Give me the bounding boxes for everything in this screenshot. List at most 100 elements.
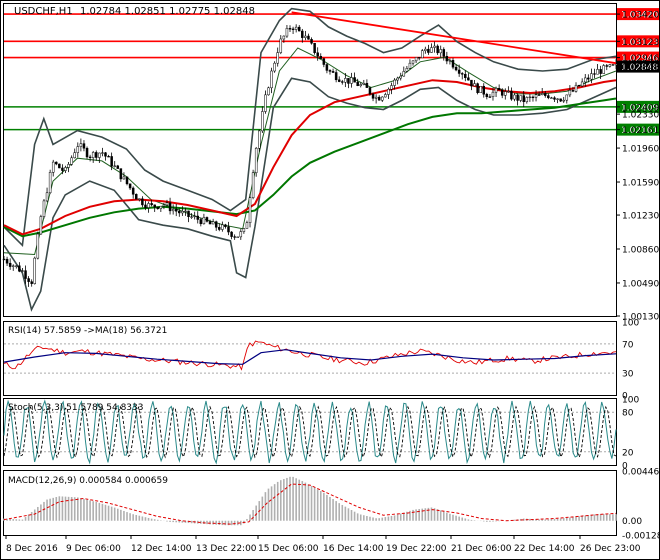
candle-body xyxy=(350,77,353,84)
candle-body xyxy=(270,70,273,89)
candle-body xyxy=(150,203,153,206)
macd-label: MACD(12,26,9) 0.000584 0.000659 xyxy=(8,476,168,486)
candle-body xyxy=(15,265,18,267)
candle-body xyxy=(36,233,40,259)
candle-body xyxy=(556,98,559,100)
macd-tick-label: 0.004468 xyxy=(622,468,660,478)
candle-body xyxy=(184,210,187,213)
candle-body xyxy=(599,69,602,74)
candle-body xyxy=(279,38,283,53)
candle-body xyxy=(297,26,301,32)
candle-body xyxy=(122,176,126,180)
candle-body xyxy=(67,164,70,168)
candle-body xyxy=(147,203,150,208)
price-tick-label: 1.02946 xyxy=(622,54,659,64)
candle-body xyxy=(8,262,12,267)
candle-body xyxy=(494,88,498,93)
candle-body xyxy=(430,47,433,53)
candle-body xyxy=(304,35,307,38)
candle-body xyxy=(325,64,329,71)
time-tick-label: 8 Dec 2016 xyxy=(6,544,58,554)
price-tick-label: 1.01590 xyxy=(622,179,659,189)
candle-body xyxy=(316,52,319,57)
candle-body xyxy=(371,93,375,99)
level-tag-label: 1.02161 xyxy=(621,126,658,136)
level-tag xyxy=(617,8,659,21)
candle-body xyxy=(571,90,575,92)
candle-body xyxy=(547,95,550,99)
candle-body xyxy=(245,222,249,229)
candle-body xyxy=(528,96,532,99)
candle-body xyxy=(337,79,341,82)
candle-body xyxy=(159,205,163,209)
stoch-label: Stoch(5,3,3) 51.5789 54.8333 xyxy=(8,403,143,413)
time-tick-label: 26 Dec 23:00 xyxy=(580,544,641,554)
rsi-label: RSI(14) 57.5859 ->MA(18) 56.3721 xyxy=(8,326,167,336)
stoch-tick-label: 0 xyxy=(622,462,628,472)
candle-body xyxy=(448,60,452,62)
candle-body xyxy=(390,85,393,90)
candle-body xyxy=(362,82,366,85)
candle-body xyxy=(479,85,482,93)
candle-body xyxy=(113,165,116,167)
stoch-tick-label: 20 xyxy=(622,448,634,458)
trendline xyxy=(291,11,617,65)
candle-body xyxy=(85,147,89,158)
candle-body xyxy=(138,198,141,200)
candle-body xyxy=(553,97,556,100)
candle-body xyxy=(491,91,495,97)
time-tick-label: 19 Dec 22:00 xyxy=(386,544,447,554)
candle-body xyxy=(11,265,15,267)
candle-body xyxy=(70,157,73,165)
candle-body xyxy=(242,228,246,232)
candle-body xyxy=(424,48,427,51)
horizontal-levels: 1.03420 1.03123 1.02946 1.02409 1.02161 1.028… xyxy=(4,8,659,136)
candle-body xyxy=(507,90,510,93)
ma-red-line xyxy=(3,79,617,236)
price-tick-label: 1.02409 xyxy=(622,103,659,113)
candle-body xyxy=(464,73,467,78)
candle-body xyxy=(408,62,412,69)
candle-body xyxy=(476,83,479,93)
candle-body xyxy=(322,58,326,65)
candle-body xyxy=(267,87,270,96)
price-tick-label: 1.02161 xyxy=(622,126,659,136)
price-tick-label: 1.02330 xyxy=(622,111,659,121)
candle-body xyxy=(258,130,261,149)
candle-body xyxy=(110,156,113,167)
candle-body xyxy=(393,79,396,86)
candle-body xyxy=(88,156,92,159)
candle-body xyxy=(18,265,21,272)
candle-body xyxy=(119,168,123,180)
candle-body xyxy=(116,165,120,169)
candle-body xyxy=(264,94,267,112)
resistance-trendline xyxy=(291,11,617,65)
candle-body xyxy=(436,45,439,54)
candle-body xyxy=(205,217,209,222)
candle-body xyxy=(141,198,144,206)
candle-body xyxy=(42,200,46,217)
stoch-signal-line xyxy=(3,405,617,459)
candle-body xyxy=(193,215,196,218)
candle-body xyxy=(590,73,593,80)
level-tag xyxy=(617,35,659,48)
candle-body xyxy=(482,85,486,95)
candle-body xyxy=(313,42,316,53)
level-tag xyxy=(617,123,659,136)
candle-body xyxy=(211,221,215,225)
rsi-series xyxy=(3,340,617,374)
level-tag-label: 1.02409 xyxy=(621,103,658,113)
stoch-axis: 100 80 20 0 xyxy=(622,396,639,472)
ohlc-label: 1.02784 1.02851 1.02775 1.02848 xyxy=(80,6,255,17)
candle-body xyxy=(516,94,519,101)
candle-body xyxy=(273,62,276,72)
price-tick-label: 1.01960 xyxy=(622,145,659,155)
candle-body xyxy=(48,172,52,194)
candle-body xyxy=(356,81,359,86)
candle-body xyxy=(95,152,98,158)
candle-body xyxy=(310,39,313,44)
candle-body xyxy=(98,152,101,158)
candle-body xyxy=(368,87,372,95)
candle-body xyxy=(374,96,378,99)
